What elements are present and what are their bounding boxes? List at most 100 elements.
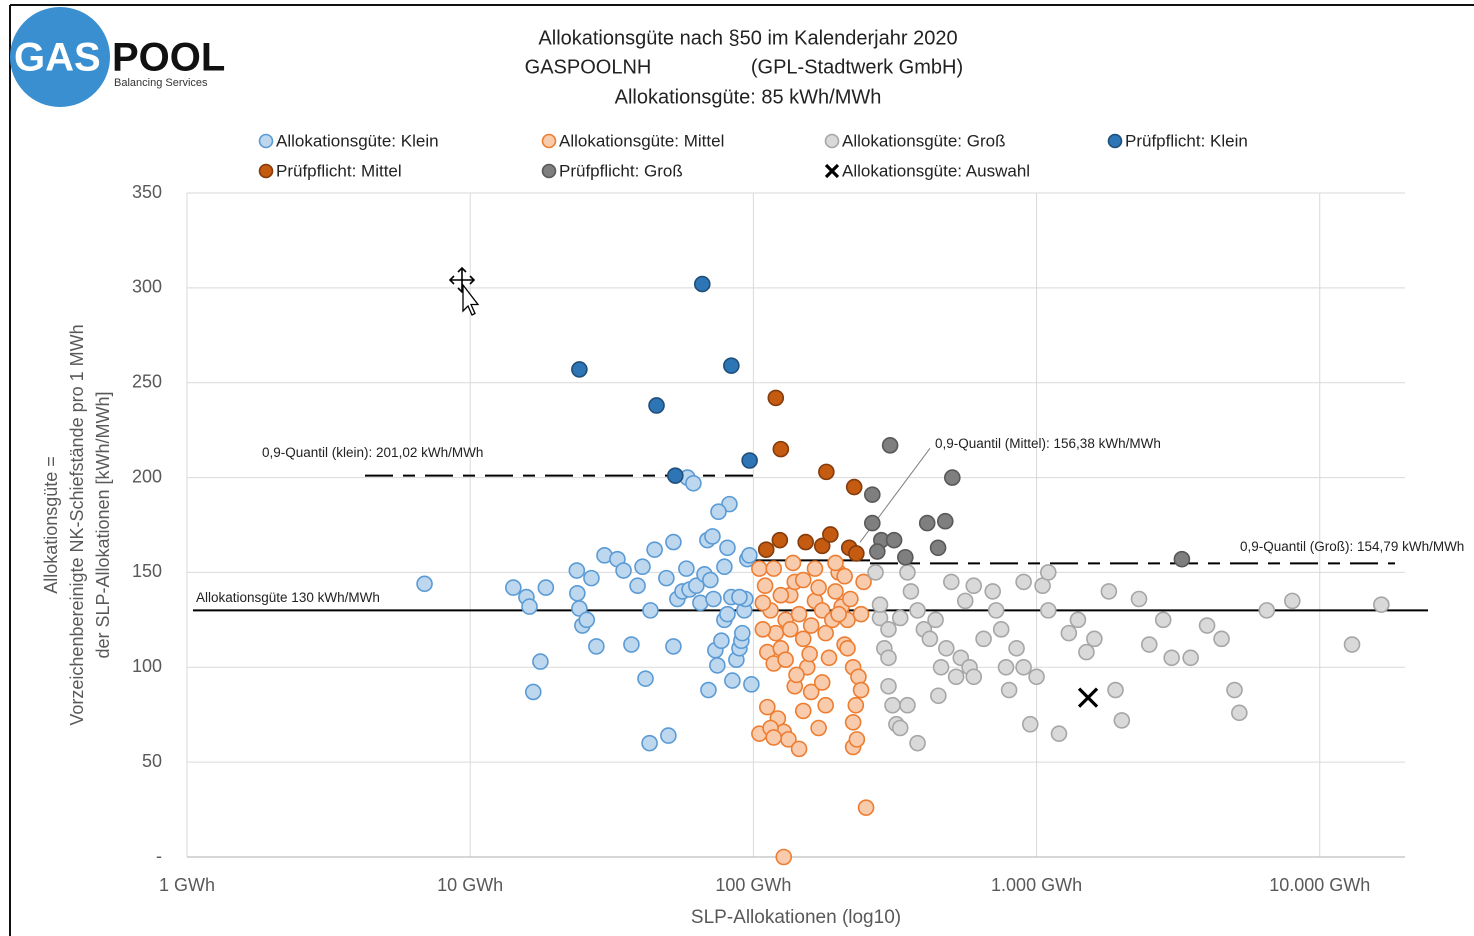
reference-label: 0,9-Quantil (Groß): 154,79 kWh/MWh: [1240, 539, 1464, 554]
x-tick-label: 1 GWh: [159, 875, 215, 895]
legend-label: Allokationsgüte: Mittel: [559, 131, 724, 150]
scatter-point: [1050, 725, 1068, 742]
scatter-point: [788, 666, 805, 684]
scatter-point: [899, 696, 916, 714]
scatter-point: [956, 592, 974, 610]
scatter-point: [897, 548, 914, 566]
scatter-point: [710, 503, 727, 521]
scatter-point: [848, 731, 866, 748]
scatter-point: [693, 275, 711, 293]
scatter-point: [857, 799, 875, 816]
scatter-point: [871, 596, 889, 613]
reference-label: 0,9-Quantil (Mittel): 156,38 kWh/MWh: [935, 436, 1161, 451]
scatter-point: [1343, 636, 1361, 653]
scatter-point: [880, 649, 897, 667]
legend-marker: [541, 163, 557, 179]
scatter-point: [909, 602, 926, 619]
x-tick-label: 100 GWh: [715, 875, 791, 895]
scatter-point: [810, 579, 827, 596]
legend-marker: [258, 163, 274, 179]
scatter-point: [1077, 687, 1099, 708]
scatter-point: [571, 600, 588, 617]
scatter-point: [899, 564, 916, 581]
y-tick-label: 250: [132, 371, 162, 391]
scatter-point: [794, 702, 812, 720]
legend-label: Prüfpflicht: Klein: [1125, 131, 1248, 150]
scatter-point: [817, 624, 834, 642]
scatter-point: [817, 696, 834, 714]
scatter-point: [927, 611, 944, 629]
scatter-point: [505, 579, 522, 596]
legend-label: Prüfpflicht: Mittel: [276, 161, 402, 180]
scatter-point: [867, 564, 884, 581]
x-axis-label: SLP-Allokationen (log10): [691, 907, 901, 928]
legend-label: Allokationsgüte: Klein: [276, 131, 439, 150]
scatter-point: [568, 562, 586, 579]
scatter-point: [757, 541, 775, 558]
scatter-point: [830, 605, 847, 623]
scatter-point: [1173, 550, 1191, 568]
scatter-point: [719, 605, 736, 623]
scatter-point: [741, 452, 758, 469]
scatter-point: [781, 621, 799, 638]
scatter-point: [845, 478, 863, 496]
scatter-point: [1000, 681, 1018, 699]
scatter-point: [777, 651, 794, 668]
y-axis-label-line: Allokationsgüte =: [41, 456, 61, 594]
scatter-point: [646, 541, 663, 558]
y-tick-label: 200: [132, 466, 162, 486]
chart-title: Allokationsgüte nach §50 im Kalenderjahr…: [538, 27, 957, 49]
scatter-point: [869, 543, 886, 560]
pointer-cursor: [462, 283, 480, 316]
scatter-point: [1078, 643, 1095, 661]
scatter-point: [818, 463, 835, 481]
scatter-point: [765, 560, 783, 577]
scatter-point: [1130, 590, 1148, 608]
scatter-point: [1213, 630, 1230, 648]
y-tick-label: 300: [132, 277, 162, 297]
scatter-point: [936, 512, 954, 530]
scatter-point: [1086, 630, 1103, 648]
x-tick-label: 10.000 GWh: [1269, 875, 1370, 895]
scatter-point: [641, 734, 658, 752]
scatter-point: [852, 681, 870, 699]
scatter-point: [705, 590, 722, 608]
scatter-point: [734, 624, 751, 642]
scatter-point: [965, 577, 983, 595]
scatter-point: [615, 562, 632, 579]
scatter-point: [1231, 704, 1248, 722]
scatter-point: [902, 583, 920, 600]
scatter-point: [588, 638, 605, 655]
legend-label: Allokationsgüte: Auswahl: [842, 161, 1030, 180]
scatter-point: [1039, 602, 1057, 619]
scatter-point: [571, 361, 588, 378]
scatter-point: [765, 729, 783, 746]
scatter-point: [813, 674, 831, 691]
scatter-point: [864, 514, 881, 532]
scatter-point: [794, 571, 812, 589]
scatter-point: [1060, 624, 1078, 642]
chart-subtitle: (GPL-Stadtwerk GmbH): [751, 56, 963, 78]
logo-gas: GAS: [14, 36, 101, 80]
scatter-point: [848, 545, 865, 562]
logo-tagline: Balancing Services: [114, 77, 208, 89]
scatter-point: [1039, 564, 1057, 581]
legend-marker: [824, 163, 840, 179]
scatter-point: [801, 645, 818, 663]
scatter-point: [918, 514, 936, 532]
scatter-point: [623, 636, 640, 653]
scatter-point: [864, 486, 881, 503]
scatter-point: [741, 547, 758, 564]
scatter-point: [709, 657, 726, 674]
scatter-point: [820, 649, 838, 667]
scatter-point: [992, 621, 1010, 638]
y-tick-label: 350: [132, 182, 162, 202]
scatter-point: [855, 573, 872, 591]
scatter-point: [569, 584, 586, 602]
scatter-point: [932, 658, 950, 676]
scatter-point: [891, 719, 909, 737]
scatter-point: [806, 560, 824, 577]
scatter-point: [688, 577, 705, 595]
scatter-point: [1140, 636, 1158, 653]
